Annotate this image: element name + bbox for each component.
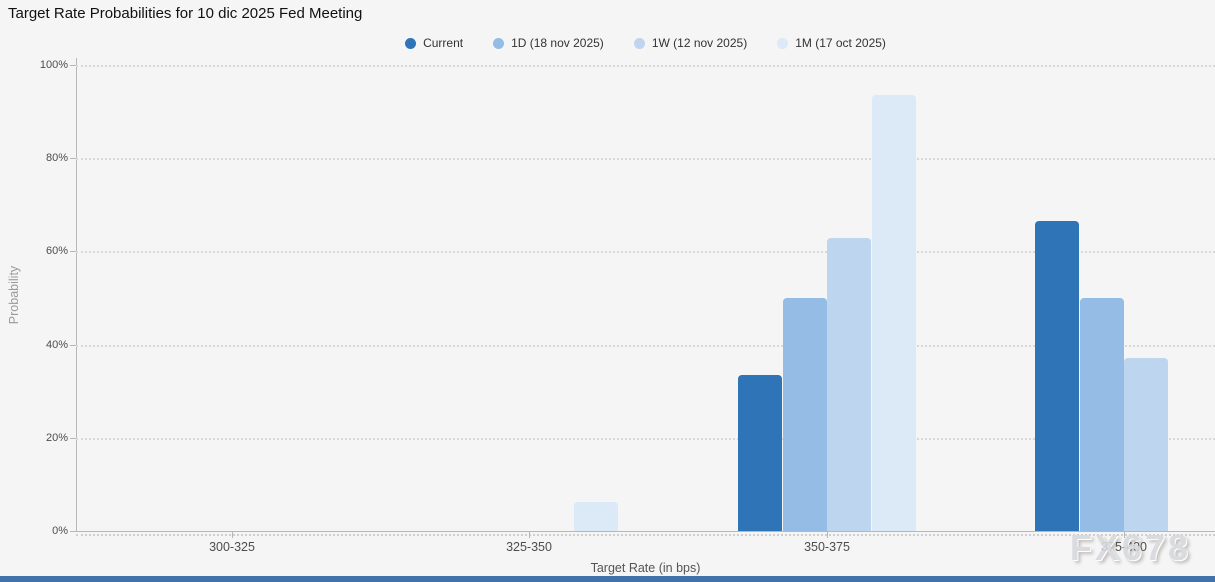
y-tick-mark xyxy=(70,344,76,346)
bar-1w-350-375[interactable] xyxy=(827,238,871,531)
x-tick-label-325-350: 325-350 xyxy=(506,540,552,554)
bar-1m-350-375[interactable] xyxy=(871,94,916,531)
y-tick-label-40%: 40% xyxy=(45,338,68,351)
legend-dot-icon xyxy=(633,37,645,49)
footer-bar xyxy=(0,576,1215,582)
y-tick-label-0%: 0% xyxy=(52,525,68,537)
gridline-60% xyxy=(76,251,1215,254)
gridline-40% xyxy=(76,344,1215,347)
x-tick-label-350-375: 350-375 xyxy=(804,540,850,554)
legend-item-1d[interactable]: 1D (18 nov 2025) xyxy=(493,36,604,50)
y-tick-mark xyxy=(70,251,76,253)
y-tick-label-80%: 80% xyxy=(45,152,68,165)
bar-1d-350-375[interactable] xyxy=(782,297,827,531)
x-axis-line xyxy=(76,531,1215,532)
y-axis-title: Probability xyxy=(7,265,21,325)
x-tick-mark xyxy=(232,531,233,538)
chart-title: Target Rate Probabilities for 10 dic 202… xyxy=(8,5,363,22)
bar-1w-375-400[interactable] xyxy=(1124,357,1168,531)
x-tick-mark xyxy=(827,531,828,538)
x-axis-title: Target Rate (in bps) xyxy=(590,561,701,575)
y-tick-label-20%: 20% xyxy=(45,431,68,444)
legend-label: 1M (17 oct 2025) xyxy=(795,36,886,50)
bar-current-375-400[interactable] xyxy=(1035,221,1079,531)
chart-legend: Current 1D (18 nov 2025) 1W (12 nov 2025) 1… xyxy=(76,36,1215,50)
legend-item-current[interactable]: Current xyxy=(405,36,463,50)
legend-dot-icon xyxy=(493,37,505,49)
y-tick-mark xyxy=(70,158,76,160)
y-axis-line xyxy=(76,58,77,531)
y-tick-mark xyxy=(70,65,76,66)
bar-1d-375-400[interactable] xyxy=(1079,298,1124,531)
x-tick-mark xyxy=(1124,531,1125,538)
y-tick-label-60%: 60% xyxy=(45,245,68,258)
bar-1m-325-350[interactable] xyxy=(573,502,618,531)
legend-item-1m[interactable]: 1M (17 oct 2025) xyxy=(777,36,886,50)
watermark: FX678 xyxy=(1069,527,1191,568)
y-tick-label-100%: 100% xyxy=(39,59,68,71)
bar-current-350-375[interactable] xyxy=(738,374,782,531)
legend-label: Current xyxy=(423,36,464,50)
y-tick-mark xyxy=(70,437,76,439)
y-tick-mark xyxy=(70,531,76,532)
x-axis-minor-ticks xyxy=(76,534,1215,536)
legend-label: 1D (18 nov 2025) xyxy=(511,36,604,50)
x-tick-label-300-325: 300-325 xyxy=(209,540,255,554)
x-tick-mark xyxy=(529,531,530,538)
x-tick-label-375-400: 375-400 xyxy=(1101,540,1147,554)
gridline-100% xyxy=(76,65,1215,67)
gridline-80% xyxy=(76,158,1215,161)
legend-dot-icon xyxy=(405,37,417,49)
gridline-20% xyxy=(76,437,1215,440)
legend-item-1w[interactable]: 1W (12 nov 2025) xyxy=(633,36,748,50)
legend-dot-icon xyxy=(777,37,789,49)
legend-label: 1W (12 nov 2025) xyxy=(651,36,748,50)
